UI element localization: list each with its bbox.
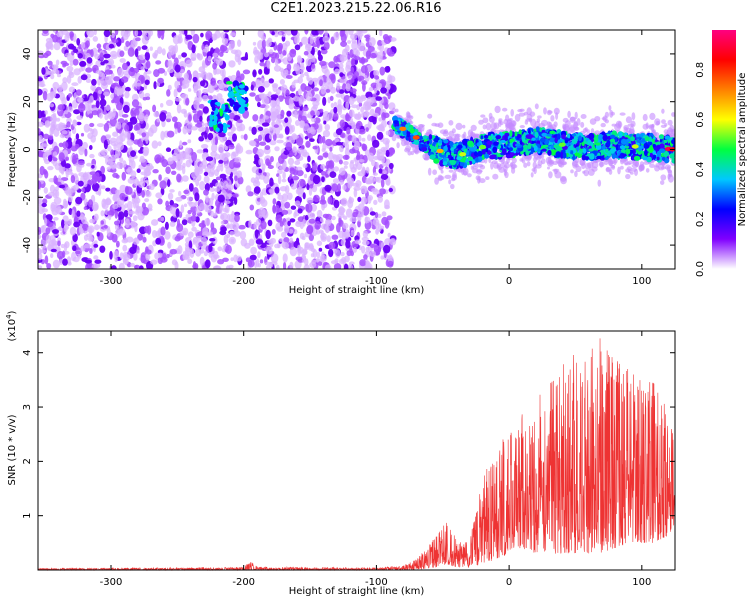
- chart-title: C2E1.2023.215.22.06.R16: [270, 1, 442, 16]
- spectrogram-y-tick-label: 20: [22, 95, 33, 108]
- snr-panel: -300 -200 -100 0 100 1 2 3 4 Height of straight…: [5, 310, 676, 597]
- snr-y-tick-label: 2: [22, 458, 33, 464]
- colorbar-tick-label: 0.0: [695, 261, 706, 277]
- spectrogram-x-tick-label: -300: [100, 276, 123, 287]
- snr-scale-exponent: 4: [5, 314, 13, 319]
- spectrogram-y-tick-label: -40: [22, 237, 33, 253]
- snr-scale-close: ): [7, 310, 18, 314]
- spectrogram-y-axis-label: Frequency (Hz): [7, 112, 18, 188]
- spectrogram-x-ticks: -300 -200 -100 0 100: [100, 30, 651, 287]
- snr-plot-area: [37, 338, 676, 572]
- spectrogram-x-tick-label: -100: [365, 276, 388, 287]
- snr-y-tick-label: 4: [22, 350, 33, 356]
- colorbar-tick-label: 0.2: [695, 211, 706, 227]
- spectrogram-echo-track: [391, 103, 675, 190]
- snr-scale-factor: (x104): [5, 310, 18, 341]
- snr-y-axis-label: SNR (10 * v/v): [7, 414, 18, 485]
- snr-x-tick-label: -200: [232, 577, 255, 588]
- snr-scale-base: (x10: [7, 319, 18, 342]
- snr-series-line: [37, 338, 676, 572]
- spectrogram-y-ticks: -40 -20 0 20 40: [22, 48, 675, 253]
- spectrogram-plot-area: [38, 30, 675, 269]
- snr-x-tick-label: 0: [506, 577, 512, 588]
- snr-y-tick-label: 3: [22, 404, 33, 410]
- snr-x-axis-label: Height of straight line (km): [289, 586, 425, 597]
- snr-y-tick-label: 1: [22, 512, 33, 518]
- snr-x-tick-label: -300: [100, 577, 123, 588]
- snr-y-ticks: 1 2 3 4: [22, 350, 675, 519]
- snr-x-ticks: -300 -200 -100 0 100: [100, 331, 651, 588]
- colorbar: 0.0 0.2 0.4 0.6 0.8 Normalized spectral ampl…: [695, 30, 748, 277]
- colorbar-gradient: [712, 30, 736, 269]
- snr-x-tick-label: -100: [365, 577, 388, 588]
- spectrogram-y-tick-label: 0: [22, 146, 33, 152]
- spectrogram-y-tick-label: 40: [22, 48, 33, 61]
- colorbar-tick-label: 0.6: [695, 112, 706, 128]
- spectrogram-x-axis-label: Height of straight line (km): [289, 285, 425, 296]
- colorbar-ticks: 0.0 0.2 0.4 0.6 0.8: [695, 62, 706, 277]
- spectrogram-noise: [38, 30, 397, 269]
- spectrogram-x-tick-label: -200: [232, 276, 255, 287]
- colorbar-label: Normalized spectral amplitude: [737, 73, 748, 227]
- colorbar-tick-label: 0.4: [695, 161, 706, 177]
- spectrogram-early-echoes: [207, 80, 249, 134]
- spectrogram-y-tick-label: -20: [22, 189, 33, 205]
- snr-frame: [37, 330, 676, 571]
- snr-x-tick-label: 100: [632, 577, 651, 588]
- spectrogram-x-tick-label: 0: [506, 276, 512, 287]
- colorbar-tick-label: 0.8: [695, 62, 706, 78]
- spectrogram-content: [38, 30, 675, 269]
- spectrogram-x-tick-label: 100: [632, 276, 651, 287]
